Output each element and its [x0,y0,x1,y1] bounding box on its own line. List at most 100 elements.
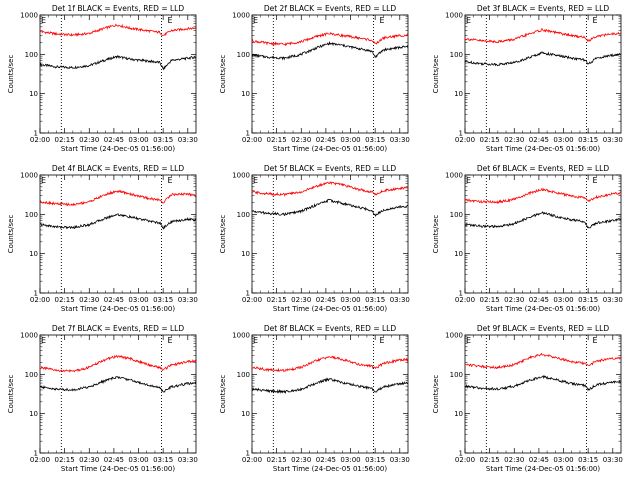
x-tick-label: 03:15 [153,296,173,304]
y-tick-label: 10 [454,250,463,258]
x-tick-label: 03:30 [178,296,198,304]
lld-series-line [251,31,409,47]
lld-series-line [251,181,409,197]
x-tick-label: 03:30 [178,136,198,144]
x-tick-label: 03:30 [390,456,410,464]
y-tick-label: 10 [241,250,250,258]
event-marker-label: E [253,176,258,185]
x-tick-label: 02:30 [79,296,99,304]
y-tick-label: 100 [237,371,250,379]
x-tick-label: 02:00 [242,456,262,464]
x-tick-label: 02:30 [504,296,524,304]
chart-title: Det 1f BLACK = Events, RED = LLD [52,4,185,13]
events-series-line [251,377,408,395]
y-tick-label: 1 [34,290,38,298]
x-tick-label: 02:15 [55,136,75,144]
x-tick-label: 03:30 [390,296,410,304]
plot-frame [39,174,197,294]
event-marker-label: E [466,336,471,345]
x-tick-label: 02:45 [316,456,336,464]
x-tick-label: 03:00 [553,296,573,304]
y-axis-label: Counts/sec [432,375,440,414]
y-tick-label: 1 [459,130,463,138]
events-series-line [464,51,621,67]
x-axis-label: Start Time (24-Dec-05 01:56:00) [273,305,387,313]
event-marker-label: E [41,176,46,185]
event-marker-label: E [41,336,46,345]
x-tick-label: 03:30 [603,456,623,464]
y-tick-label: 1000 [232,172,250,180]
y-tick-label: 1 [246,290,250,298]
y-tick-label: 100 [237,211,250,219]
x-tick-label: 02:15 [480,296,500,304]
chart-panel: Det 6f BLACK = Events, RED = LLD Counts/s… [432,164,623,313]
y-tick-label: 1000 [445,12,463,20]
x-tick-label: 03:00 [128,456,148,464]
x-axis-label: Start Time (24-Dec-05 01:56:00) [486,145,600,153]
chart-panel: Det 8f BLACK = Events, RED = LLD Counts/s… [219,324,410,473]
x-tick-label: 03:00 [340,456,360,464]
x-tick-label: 03:30 [390,136,410,144]
x-tick-label: 02:00 [30,296,50,304]
lld-series-line [464,28,622,44]
y-tick-label: 100 [450,371,463,379]
x-tick-label: 02:30 [504,136,524,144]
x-tick-label: 03:00 [553,136,573,144]
y-tick-label: 1 [459,450,463,458]
plot-frame [464,174,622,294]
x-tick-label: 02:00 [455,456,475,464]
x-tick-label: 02:00 [455,296,475,304]
x-axis-label: Start Time (24-Dec-05 01:56:00) [273,145,387,153]
chart-title: Det 6f BLACK = Events, RED = LLD [477,164,610,173]
y-tick-label: 10 [29,410,38,418]
y-tick-label: 100 [25,371,38,379]
y-tick-label: 10 [241,90,250,98]
chart-panel: Det 4f BLACK = Events, RED = LLD Counts/s… [7,164,198,313]
x-tick-label: 02:15 [55,296,75,304]
y-tick-label: 10 [29,250,38,258]
y-tick-label: 1 [34,450,38,458]
lld-series-line [39,23,197,37]
x-tick-label: 02:45 [316,296,336,304]
x-tick-label: 02:00 [242,136,262,144]
chart-title: Det 2f BLACK = Events, RED = LLD [264,4,397,13]
event-marker-label: E [167,336,172,345]
x-tick-label: 02:45 [529,296,549,304]
y-tick-label: 100 [25,211,38,219]
lld-series-line [39,354,197,373]
x-tick-label: 02:30 [79,136,99,144]
event-marker-label: E [41,16,46,25]
events-series-line [39,213,197,230]
y-axis-label: Counts/sec [7,375,15,414]
x-tick-label: 03:00 [128,296,148,304]
y-tick-label: 1000 [20,172,38,180]
x-tick-label: 02:45 [316,136,336,144]
x-tick-label: 03:15 [365,456,385,464]
event-marker-label: E [592,336,597,345]
plot-frame [251,14,409,134]
events-series-line [251,198,408,218]
x-tick-label: 02:30 [79,456,99,464]
chart-panel: Det 7f BLACK = Events, RED = LLD Counts/s… [7,324,198,473]
event-marker-label: E [592,176,597,185]
x-tick-label: 02:15 [267,456,287,464]
plot-frame [39,14,197,134]
chart-panel: Det 5f BLACK = Events, RED = LLD Counts/s… [219,164,410,313]
chart-title: Det 3f BLACK = Events, RED = LLD [477,4,610,13]
plot-frame [464,14,622,134]
y-axis-label: Counts/sec [7,55,15,94]
chart-panel: Det 1f BLACK = Events, RED = LLD Counts/s… [7,4,198,153]
chart-panel: Det 3f BLACK = Events, RED = LLD Counts/s… [432,4,623,153]
x-tick-label: 03:00 [128,136,148,144]
plot-frame [464,334,622,454]
y-tick-label: 1000 [232,12,250,20]
y-tick-label: 10 [29,90,38,98]
chart-panel: Det 2f BLACK = Events, RED = LLD Counts/s… [219,4,410,153]
events-series-line [39,55,196,71]
x-tick-label: 02:30 [504,456,524,464]
x-tick-label: 03:30 [603,136,623,144]
x-tick-label: 03:30 [178,456,198,464]
event-marker-label: E [379,336,384,345]
y-tick-label: 100 [25,51,38,59]
